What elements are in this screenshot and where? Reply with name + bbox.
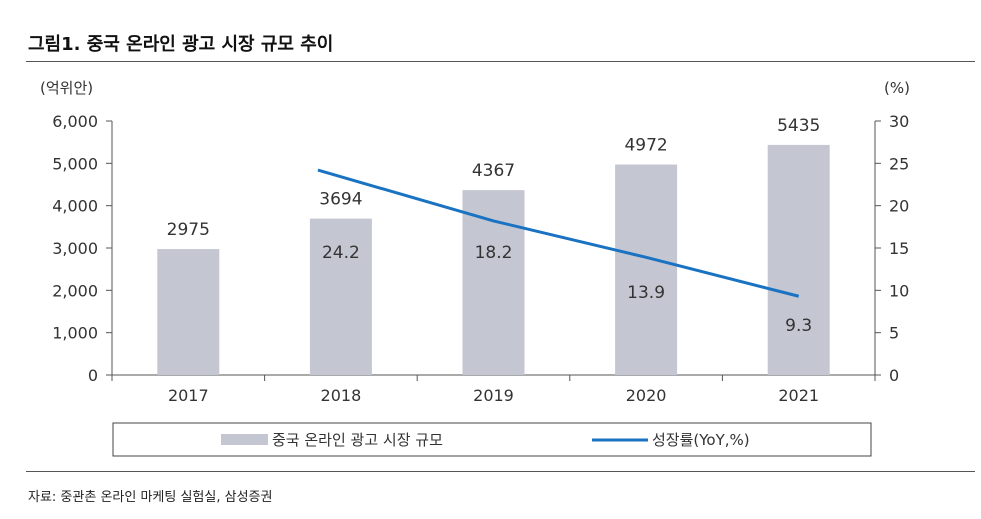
bar-value-label: 2975 bbox=[167, 220, 210, 240]
legend-label-line: 성장률(YoY,%) bbox=[652, 431, 750, 449]
legend-swatch-bar bbox=[221, 434, 268, 445]
x-tick-label: 2020 bbox=[626, 386, 667, 405]
bar-2017 bbox=[157, 249, 220, 375]
right-tick-label: 15 bbox=[889, 239, 909, 258]
right-tick-label: 0 bbox=[889, 366, 899, 385]
right-tick-label: 5 bbox=[889, 324, 899, 343]
footer-divider bbox=[26, 471, 975, 472]
left-tick-label: 1,000 bbox=[52, 324, 98, 343]
bar-value-label: 5435 bbox=[777, 116, 820, 136]
bar-value-label: 4972 bbox=[624, 136, 667, 156]
growth-value-label: 13.9 bbox=[627, 283, 665, 303]
growth-value-label: 9.3 bbox=[785, 316, 812, 336]
x-tick-label: 2021 bbox=[778, 386, 819, 405]
bar-2020 bbox=[615, 164, 678, 375]
x-tick-label: 2018 bbox=[321, 386, 362, 405]
source-note: 자료: 중관촌 온라인 마케팅 실험실, 삼성증권 bbox=[28, 490, 273, 505]
growth-value-label: 24.2 bbox=[322, 243, 360, 263]
left-tick-label: 6,000 bbox=[52, 112, 98, 131]
left-tick-label: 2,000 bbox=[52, 281, 98, 300]
right-tick-label: 25 bbox=[889, 154, 909, 173]
left-axis-unit: (억위안) bbox=[40, 79, 93, 97]
x-tick-label: 2019 bbox=[473, 386, 514, 405]
legend-label-bar: 중국 온라인 광고 시장 규모 bbox=[272, 431, 443, 449]
bar-2019 bbox=[462, 190, 525, 375]
bar-value-label: 4367 bbox=[472, 161, 515, 181]
title-divider bbox=[26, 61, 975, 62]
left-tick-label: 0 bbox=[88, 366, 98, 385]
growth-value-label: 18.2 bbox=[475, 243, 513, 263]
combo-chart: (억위안) (%) 0 1,000 2,000 3,000 4,000 5,000 6,000 0… bbox=[40, 79, 910, 457]
bar-2018 bbox=[309, 218, 372, 375]
chart-title: 그림1. 중국 온라인 광고 시장 규모 추이 bbox=[28, 34, 334, 55]
left-tick-label: 3,000 bbox=[52, 239, 98, 258]
right-axis-unit: (%) bbox=[884, 79, 910, 97]
right-tick-label: 10 bbox=[889, 281, 909, 300]
right-tick-label: 20 bbox=[889, 197, 909, 216]
right-tick-label: 30 bbox=[889, 112, 909, 131]
left-tick-label: 5,000 bbox=[52, 154, 98, 173]
left-tick-label: 4,000 bbox=[52, 197, 98, 216]
growth-rate-line bbox=[317, 168, 800, 298]
bar-2021 bbox=[767, 144, 830, 375]
x-tick-label: 2017 bbox=[168, 386, 209, 405]
bar-value-label: 3694 bbox=[319, 190, 362, 210]
